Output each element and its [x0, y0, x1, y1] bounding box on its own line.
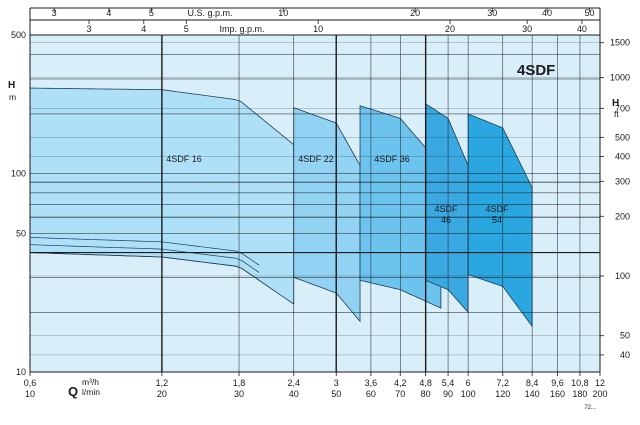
x-tick-label-lmin: 80 [421, 389, 431, 399]
y-left-tick-label: 10 [16, 367, 26, 377]
us-tick-label: 10 [278, 8, 288, 18]
x-tick-label-m3h: 12 [595, 378, 605, 388]
y-left-axis-label: H [8, 80, 15, 91]
x-tick-label-lmin: 20 [157, 389, 167, 399]
y-right-tick-label: 100 [615, 271, 630, 281]
x-tick-label-lmin: 40 [289, 389, 299, 399]
curve-4sdf-16-low-0 [29, 237, 260, 266]
y-right-tick-label: 700 [615, 103, 630, 113]
x-axis-label: Q [68, 384, 78, 399]
us-tick-label: 5 [149, 8, 154, 18]
footnote: 72... [584, 405, 596, 411]
x-tick-label-m3h: 10,8 [571, 378, 589, 388]
y-right-tick-label: 1500 [610, 38, 630, 48]
us-tick-label: 30 [487, 8, 497, 18]
x-tick-label-lmin: 100 [461, 389, 476, 399]
zone-label: 4SDF 46 [434, 204, 458, 225]
imp-tick-label: 4 [141, 24, 146, 34]
zone-4sdf-22 [293, 107, 361, 323]
zone-label: 4SDF 22 [298, 154, 334, 164]
imp-tick-label: 10 [313, 24, 323, 34]
x-tick-label-lmin: 70 [395, 389, 405, 399]
y-right-tick-label: 400 [615, 152, 630, 162]
x-tick-label-lmin: 10 [25, 389, 35, 399]
x-tick-label-m3h: 4,8 [419, 378, 432, 388]
x-tick-label-m3h: 1,8 [233, 378, 246, 388]
x-tick-label-lmin: 140 [525, 389, 540, 399]
y-right-tick-label: 1000 [610, 73, 630, 83]
x-tick-label-lmin: 160 [550, 389, 565, 399]
y-right-tick-label: 40 [620, 350, 630, 360]
zone-label: 4SDF 54 [485, 204, 509, 225]
us-tick-label: 20 [410, 8, 420, 18]
x-tick-label-m3h: 3,6 [365, 378, 378, 388]
imp-tick-label: 3 [87, 24, 92, 34]
x-tick-label-lmin: 60 [366, 389, 376, 399]
us-gpm-label: U.S. g.p.m. [187, 8, 232, 18]
x-tick-label-m3h: 1,2 [156, 378, 169, 388]
x-tick-label-lmin: 30 [234, 389, 244, 399]
y-right-unit: ft [614, 109, 619, 119]
x-tick-label-m3h: 5,4 [442, 378, 455, 388]
y-right-tick-label: 300 [615, 176, 630, 186]
y-left-tick-label: 100 [11, 169, 26, 179]
y-right-tick-label: 200 [615, 211, 630, 221]
x-tick-label-m3h: 6 [466, 378, 471, 388]
y-right-axis-label: H [612, 98, 619, 109]
x-tick-label-lmin: 200 [592, 389, 607, 399]
imp-tick-label: 20 [445, 24, 455, 34]
x-axis-unit-primary: m³/h [82, 377, 99, 387]
curve-4sdf-16-low-1 [29, 244, 260, 273]
x-tick-label-m3h: 7,2 [497, 378, 510, 388]
us-tick-label: 40 [542, 8, 552, 18]
imp-gpm-label: Imp. g.p.m. [219, 24, 264, 34]
us-tick-label: 50 [584, 8, 594, 18]
chart-title: 4SDF [517, 62, 555, 79]
imp-tick-label: 30 [522, 24, 532, 34]
y-left-tick-label: 50 [16, 228, 26, 238]
us-tick-label: 4 [106, 8, 111, 18]
zone-label: 4SDF 36 [374, 154, 410, 164]
x-tick-label-m3h: 3 [334, 378, 339, 388]
x-tick-label-m3h: 9,6 [551, 378, 564, 388]
y-right-tick-label: 500 [615, 132, 630, 142]
x-tick-label-m3h: 2,4 [288, 378, 301, 388]
x-tick-label-m3h: 8,4 [526, 378, 539, 388]
imp-tick-label: 40 [577, 24, 587, 34]
y-left-unit: m [9, 92, 16, 102]
imp-tick-label: 5 [184, 24, 189, 34]
x-tick-label-lmin: 180 [572, 389, 587, 399]
zone-label: 4SDF 16 [166, 154, 202, 164]
us-tick-label: 3 [52, 8, 57, 18]
x-tick-label-m3h: 0,6 [24, 378, 37, 388]
x-tick-label-lmin: 120 [495, 389, 510, 399]
plot-frame [29, 34, 601, 373]
y-right-tick-label: 50 [620, 331, 630, 341]
y-left-tick-label: 500 [11, 30, 26, 40]
x-tick-label-m3h: 4,2 [394, 378, 407, 388]
x-tick-label-lmin: 50 [331, 389, 341, 399]
curve-4sdf-16-low-2 [29, 252, 260, 281]
x-axis-unit-secondary: l/min [82, 387, 100, 397]
x-tick-label-lmin: 90 [443, 389, 453, 399]
